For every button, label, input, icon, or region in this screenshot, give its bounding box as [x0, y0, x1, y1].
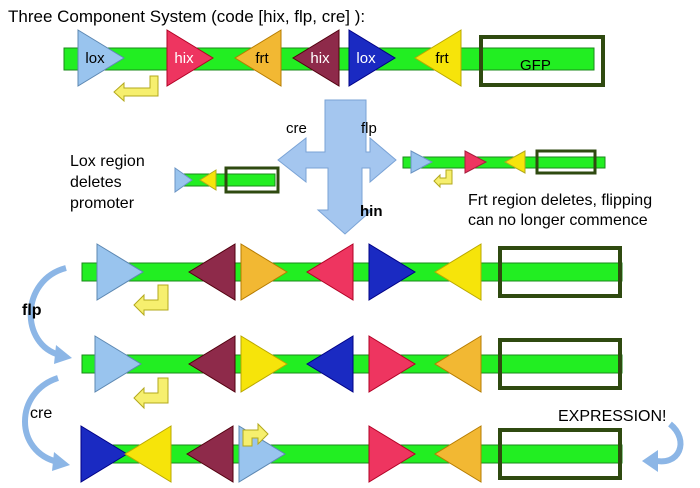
cre-branch-label: cre: [286, 120, 307, 137]
top-gfp-box: [479, 35, 605, 87]
row-3-site-3: [186, 425, 234, 483]
frt-result-hix-site: [464, 150, 488, 174]
row-1-site-3: [240, 243, 288, 301]
frt-note-line-1: Frt region deletes, flipping: [468, 192, 652, 209]
sequence-rows: [80, 243, 623, 483]
lox-note-line-1: Lox region: [70, 153, 145, 170]
top-site-label-6: frt: [435, 50, 449, 67]
flp-step-arrow: flp: [22, 265, 72, 364]
expression-curve: [651, 421, 684, 465]
row-2-gfp-box: [498, 338, 622, 390]
row1-promoter-arrow: [133, 284, 169, 317]
flp-curve: [27, 265, 67, 358]
top-site-frt-6: [414, 29, 462, 87]
expression-curve-head: [642, 450, 658, 472]
row-2-site-6: [434, 335, 482, 393]
frt-result-lox-site: [410, 150, 434, 174]
top-site-label-4: hix: [310, 50, 330, 67]
row-1-gfp-box: [498, 246, 622, 298]
hin-label: hin: [360, 203, 383, 220]
lox-note: Lox region deletes promoter: [70, 153, 145, 212]
top-site-label-1: lox: [85, 50, 105, 67]
flp-step-label: flp: [22, 302, 42, 319]
row-3-site-2: [124, 425, 172, 483]
top-site-hix-4: [292, 29, 340, 87]
top-site-hix-2: [166, 29, 214, 87]
lox-result-construct: [174, 166, 280, 194]
row3-promoter-arrow: [242, 422, 269, 447]
row2-promoter-arrow: [133, 377, 169, 410]
lox-result-frt-site: [199, 169, 217, 191]
row-3-site-1: [80, 425, 128, 483]
top-site-label-2: hix: [174, 50, 194, 67]
diagram-title: Three Component System (code [hix, flp, …: [8, 7, 365, 26]
gfp-label: GFP: [520, 57, 551, 74]
cre-step-label: cre: [30, 405, 52, 422]
expression-arrow: [642, 421, 684, 472]
row-1-site-1: [96, 243, 144, 301]
row-1-site-2: [188, 243, 236, 301]
row-3-site-6: [434, 425, 482, 483]
cre-flp-hin-arrow: [277, 99, 397, 235]
cre-curve: [22, 375, 60, 465]
frt-note-line-2: can no longer commence: [468, 212, 648, 229]
frt-result-promoter: [433, 169, 453, 189]
row-2-site-1: [94, 335, 142, 393]
frt-result-construct: [402, 149, 606, 189]
frt-note: Frt region deletes, flipping can no long…: [468, 192, 652, 229]
top-site-frt-3: [234, 29, 282, 87]
flp-curve-head: [54, 345, 72, 364]
row-1-site-6: [434, 243, 482, 301]
top-site-label-3: frt: [255, 50, 269, 67]
lox-note-line-3: promoter: [70, 195, 135, 212]
frt-result-frt-site: [503, 150, 526, 174]
cre-curve-head: [52, 452, 70, 471]
row-3-gfp-box: [498, 428, 622, 480]
lox-result-lox-site: [174, 167, 193, 193]
flp-branch-label: flp: [361, 120, 377, 137]
row-1-site-5: [368, 243, 416, 301]
top-site-label-5: lox: [356, 50, 376, 67]
sequence-row-2: [81, 335, 623, 393]
row-2-site-2: [188, 335, 236, 393]
lox-note-line-2: deletes: [70, 174, 122, 191]
expression-label: EXPRESSION!: [558, 408, 666, 425]
row-3-site-5: [368, 425, 416, 483]
row-2-site-4: [306, 335, 354, 393]
branch-arrow: cre flp hin: [277, 99, 397, 235]
cre-step-arrow: cre: [22, 375, 70, 471]
top-site-lox-1: [77, 29, 125, 87]
top-promoter-arrow: [113, 75, 159, 103]
sequence-row-1: [81, 243, 623, 301]
row-2-site-5: [368, 335, 416, 393]
frt-result-gfp-box: [535, 149, 597, 175]
row-1-site-4: [306, 243, 354, 301]
frt-result-bar: [402, 156, 606, 169]
row-2-site-3: [240, 335, 288, 393]
top-site-lox-5: [348, 29, 396, 87]
lox-result-gfp-box: [224, 166, 280, 194]
top-construct: lox hix frt hix lox frt GFP: [63, 29, 605, 103]
sequence-row-3: [80, 425, 623, 483]
